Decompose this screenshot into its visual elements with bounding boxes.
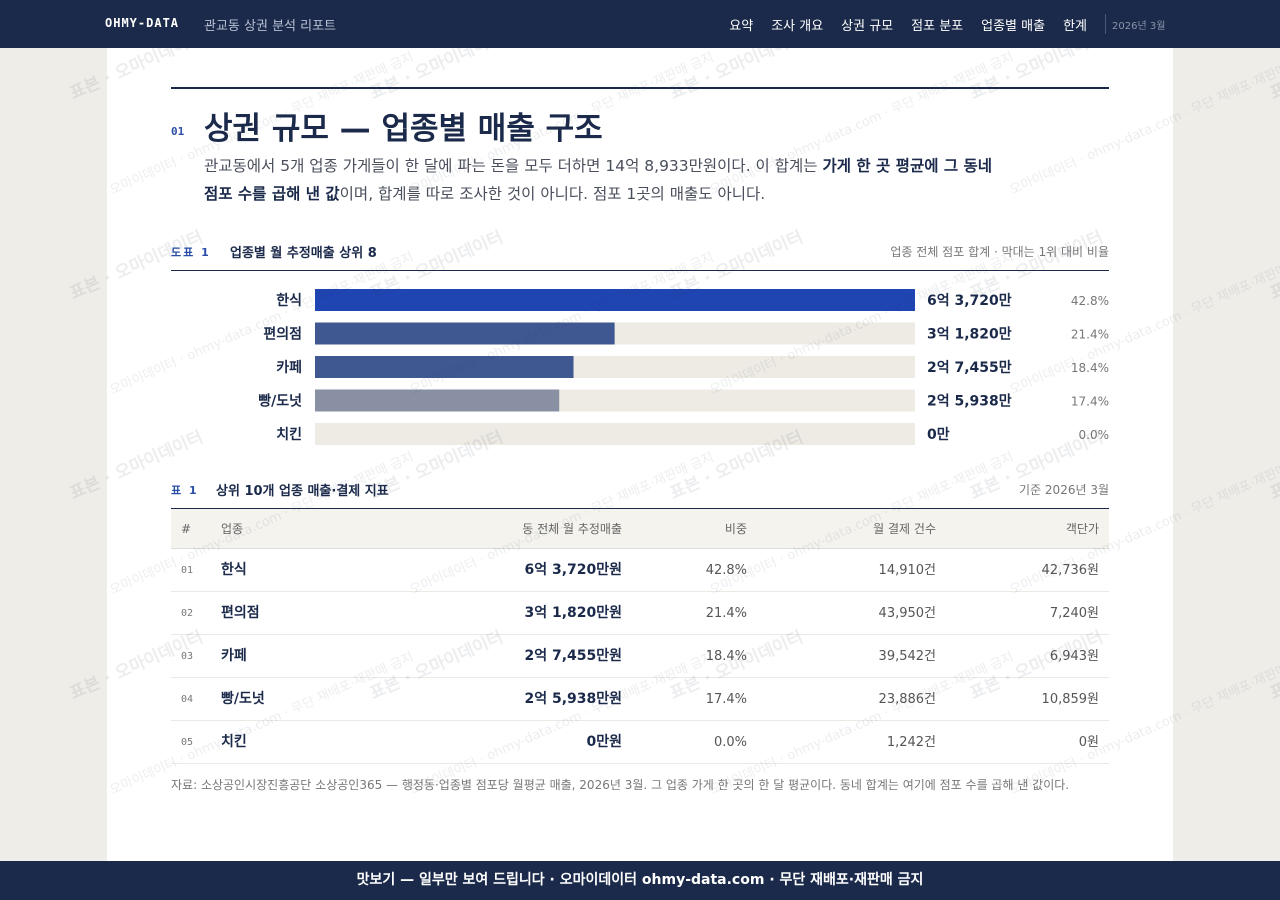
header-cell: 비중 — [724, 522, 747, 536]
nav-subtitle: 관교동 상권 분석 리포트 — [204, 19, 336, 34]
cell: 10,859원 — [1041, 692, 1099, 707]
watermark: 표본 · 오마이데이터 — [1266, 627, 1280, 704]
cell: 17.4% — [705, 692, 747, 707]
value-label: 0만 — [927, 427, 950, 443]
category-label: 한식 — [276, 293, 302, 309]
table: # 업종 동 전체 월 추정매출 비중 월 결제 건수 객단가 01 한식 6억 3,720만원… — [171, 508, 1109, 764]
table-row: 03 카페 2억 7,455만원 18.4% 39,542건 6,943원 — [171, 635, 1109, 678]
chart-note: 업종 전체 점포 합계 · 막대는 1위 대비 비율 — [890, 245, 1109, 259]
nav-link[interactable]: 요약 — [729, 19, 754, 34]
table-title: 상위 10개 업종 매출·결제 지표 — [216, 484, 389, 499]
bar-chart: 한식 6억 3,720만 42.8% 편의점 3억 1,820만 21.4% 카페 2억 7,… — [258, 289, 1110, 445]
cell: 42,736원 — [1041, 563, 1099, 578]
cell: 0원 — [1078, 735, 1099, 750]
nav-link[interactable]: 한계 — [1063, 19, 1087, 34]
header-cell: 동 전체 월 추정매출 — [522, 522, 622, 536]
category-label: 카페 — [276, 360, 302, 376]
chart-title: 업종별 월 추정매출 상위 8 — [230, 246, 377, 261]
watermark: 표본 · 오마이데이터 — [1266, 427, 1280, 504]
bar — [315, 322, 615, 345]
cell: 편의점 — [221, 605, 260, 621]
cell: 치킨 — [221, 734, 247, 750]
share-label: 17.4% — [1071, 395, 1109, 409]
cell: 한식 — [221, 562, 247, 578]
section-title: 상권 규모 — 업종별 매출 구조 — [204, 111, 603, 147]
table-basis: 기준 2026년 3월 — [1019, 483, 1109, 497]
table-row: 01 한식 6억 3,720만원 42.8% 14,910건 42,736원 — [171, 549, 1109, 592]
cell: 1,242건 — [886, 735, 936, 750]
cell: 카페 — [221, 648, 247, 664]
table-row: 02 편의점 3억 1,820만원 21.4% 43,950건 7,240원 — [171, 592, 1109, 635]
cell: 23,886건 — [878, 692, 936, 707]
table-label: 표 1 — [171, 484, 199, 497]
cell: 14,910건 — [878, 563, 936, 578]
header-cell: 객단가 — [1065, 522, 1099, 536]
category-label: 치킨 — [276, 426, 302, 443]
nav-link[interactable]: 상권 규모 — [841, 19, 894, 34]
lead-text: 관교동에서 5개 업종 가게들이 한 달에 파는 돈을 모두 더하면 14억 8… — [204, 157, 823, 175]
header-cell: 업종 — [221, 522, 244, 536]
cell: 01 — [181, 565, 194, 576]
value-label: 6억 3,720만 — [927, 293, 1012, 309]
share-label: 42.8% — [1071, 294, 1109, 308]
cell: 3억 1,820만원 — [524, 605, 622, 621]
cell: 05 — [181, 737, 194, 748]
cell: 7,240원 — [1049, 606, 1099, 621]
watermark: 표본 · 오마이데이터 — [1266, 227, 1280, 304]
nav-links: 요약 조사 개요 상권 규모 점포 분포 업종별 매출 한계 — [729, 15, 1087, 34]
lead: 관교동에서 5개 업종 가게들이 한 달에 파는 돈을 모두 더하면 14억 8… — [204, 152, 1004, 208]
value-label: 3억 1,820만 — [927, 327, 1012, 343]
table-row: 05 치킨 0만원 0.0% 1,242건 0원 — [171, 721, 1109, 764]
footer-banner: 맛보기 — 일부만 보여 드립니다 · 오마이데이터 ohmy-data.com… — [0, 861, 1280, 900]
cell: 43,950건 — [878, 606, 936, 621]
share-label: 18.4% — [1071, 361, 1109, 375]
cell: 04 — [181, 694, 194, 705]
lead-text: 이며, 합계를 따로 조사한 것이 아니다. 점포 1곳의 매출도 아니다. — [339, 185, 766, 203]
header-cell: # — [181, 522, 192, 536]
brand[interactable]: OHMY-DATA — [105, 16, 180, 30]
cell: 03 — [181, 651, 194, 662]
bar-track — [315, 423, 915, 445]
cell: 39,542건 — [878, 649, 936, 664]
nav-link[interactable]: 조사 개요 — [771, 19, 824, 34]
cell: 2억 5,938만원 — [524, 691, 622, 707]
nav-bar: OHMY-DATA 관교동 상권 분석 리포트 요약 조사 개요 상권 규모 점포 분… — [0, 0, 1280, 48]
category-label: 편의점 — [263, 326, 302, 343]
lead-emphasis: 가게 한 곳 평균에 그 동네 점포 수를 곱해 낸 값 — [204, 157, 993, 203]
nav-link[interactable]: 업종별 매출 — [981, 19, 1046, 34]
cell: 18.4% — [705, 649, 747, 664]
cell: 6억 3,720만원 — [524, 562, 622, 578]
chart-rule — [171, 270, 1109, 271]
section-number: 01 — [171, 125, 185, 138]
cell: 빵/도넛 — [221, 691, 265, 707]
nav-link[interactable]: 점포 분포 — [911, 19, 964, 34]
chart-label: 도표 1 — [171, 246, 211, 259]
share-label: 0.0% — [1079, 428, 1110, 442]
header-cell: 월 결제 건수 — [873, 522, 936, 536]
value-label: 2억 7,455만 — [927, 360, 1012, 376]
category-label: 빵/도넛 — [258, 394, 302, 410]
section-rule — [171, 87, 1109, 89]
cell: 0.0% — [713, 735, 747, 750]
nav-date: 2026년 3월 — [1112, 21, 1166, 32]
bar — [315, 289, 915, 311]
cell: 02 — [181, 608, 194, 619]
cell: 42.8% — [705, 563, 747, 578]
header-row: # 업종 동 전체 월 추정매출 비중 월 결제 건수 객단가 — [171, 509, 1109, 549]
cell: 6,943원 — [1049, 649, 1099, 664]
value-label: 2억 5,938만 — [927, 394, 1012, 410]
cell: 2억 7,455만원 — [524, 648, 622, 664]
bar — [315, 389, 560, 412]
nav-divider — [1105, 14, 1106, 34]
table-row: 04 빵/도넛 2억 5,938만원 17.4% 23,886건 10,859원 — [171, 678, 1109, 721]
source-note: 자료: 소상공인시장진흥공단 소상공인365 — 행정동·업종별 점포당 월평균… — [171, 778, 1070, 792]
share-label: 21.4% — [1071, 328, 1109, 342]
cell: 0만원 — [586, 734, 622, 750]
cell: 21.4% — [705, 606, 747, 621]
bar — [315, 356, 574, 378]
